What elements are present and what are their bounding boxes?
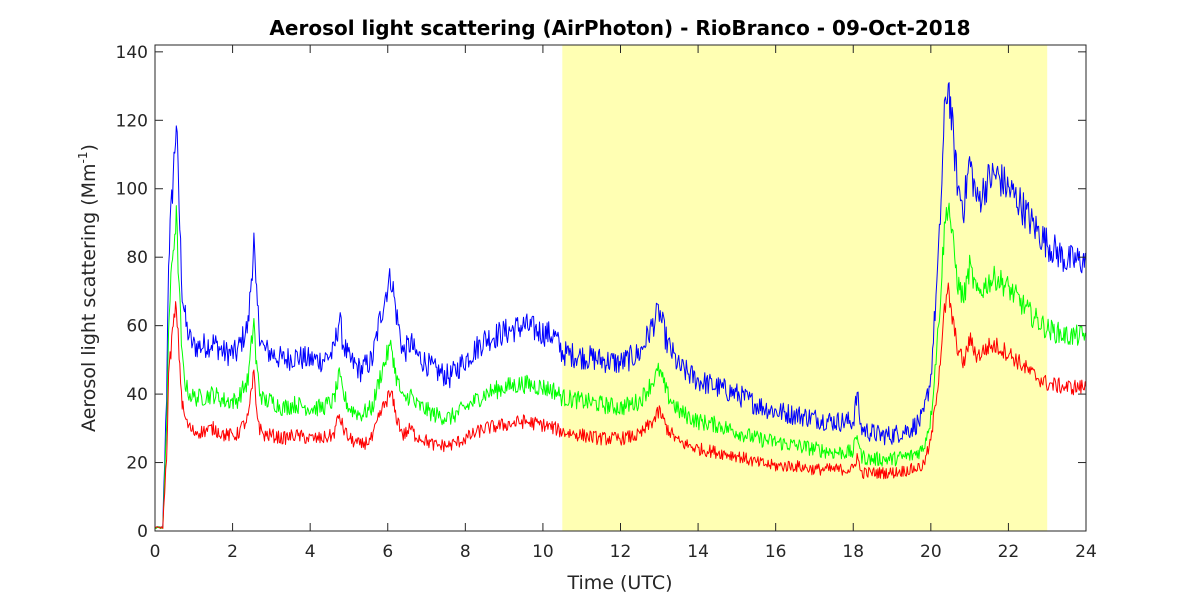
y-axis-label-exponent: -1 <box>76 151 90 163</box>
y-axis-ticks: 0 20 40 60 80 100 120 140 <box>116 43 1086 542</box>
x-tick-label: 14 <box>687 542 709 562</box>
series-layer <box>154 82 1087 529</box>
y-axis-label-close: ) <box>78 144 100 151</box>
y-tick-label: 40 <box>126 385 148 405</box>
y-tick-label: 100 <box>116 180 148 200</box>
x-tick-label: 8 <box>460 542 471 562</box>
x-tick-label: 2 <box>227 542 238 562</box>
daytime-shaded-region <box>562 45 1048 531</box>
y-tick-label: 0 <box>137 522 148 542</box>
x-tick-label: 0 <box>150 542 161 562</box>
y-tick-label: 20 <box>126 454 148 474</box>
y-tick-label: 120 <box>116 111 148 131</box>
x-tick-label: 20 <box>920 542 942 562</box>
x-tick-label: 10 <box>532 542 554 562</box>
x-axis-label: Time (UTC) <box>566 572 672 594</box>
y-tick-label: 140 <box>116 43 148 63</box>
x-tick-label: 24 <box>1075 542 1097 562</box>
chart-title: Aerosol light scattering (AirPhoton) - R… <box>269 16 970 40</box>
x-tick-label: 22 <box>998 542 1020 562</box>
x-tick-label: 16 <box>765 542 787 562</box>
x-tick-label: 12 <box>610 542 632 562</box>
x-tick-label: 4 <box>305 542 316 562</box>
y-tick-label: 60 <box>126 317 148 337</box>
y-axis-label-main: Aerosol light scattering (Mm <box>78 163 100 432</box>
x-tick-label: 6 <box>382 542 393 562</box>
series-line-2 <box>154 202 1087 529</box>
x-tick-label: 18 <box>842 542 864 562</box>
series-line-3 <box>154 282 1087 529</box>
y-axis-label: Aerosol light scattering (Mm-1) <box>76 144 100 432</box>
x-axis-ticks: 0 2 4 6 8 10 12 14 16 18 20 22 24 <box>150 45 1097 562</box>
y-tick-label: 80 <box>126 248 148 268</box>
series-line-1 <box>154 82 1087 529</box>
